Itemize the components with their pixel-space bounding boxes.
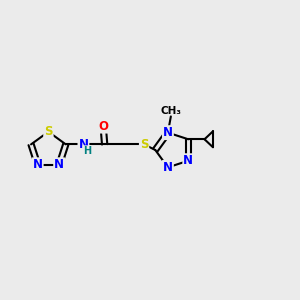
Text: S: S — [44, 125, 53, 138]
Text: H: H — [83, 146, 91, 156]
Text: N: N — [33, 158, 43, 171]
Text: N: N — [54, 158, 64, 171]
Text: S: S — [140, 138, 148, 151]
Text: N: N — [163, 126, 173, 139]
Text: N: N — [163, 161, 173, 174]
Text: N: N — [78, 138, 88, 151]
Text: O: O — [98, 120, 108, 133]
Text: CH₃: CH₃ — [160, 106, 181, 116]
Text: N: N — [183, 154, 193, 167]
